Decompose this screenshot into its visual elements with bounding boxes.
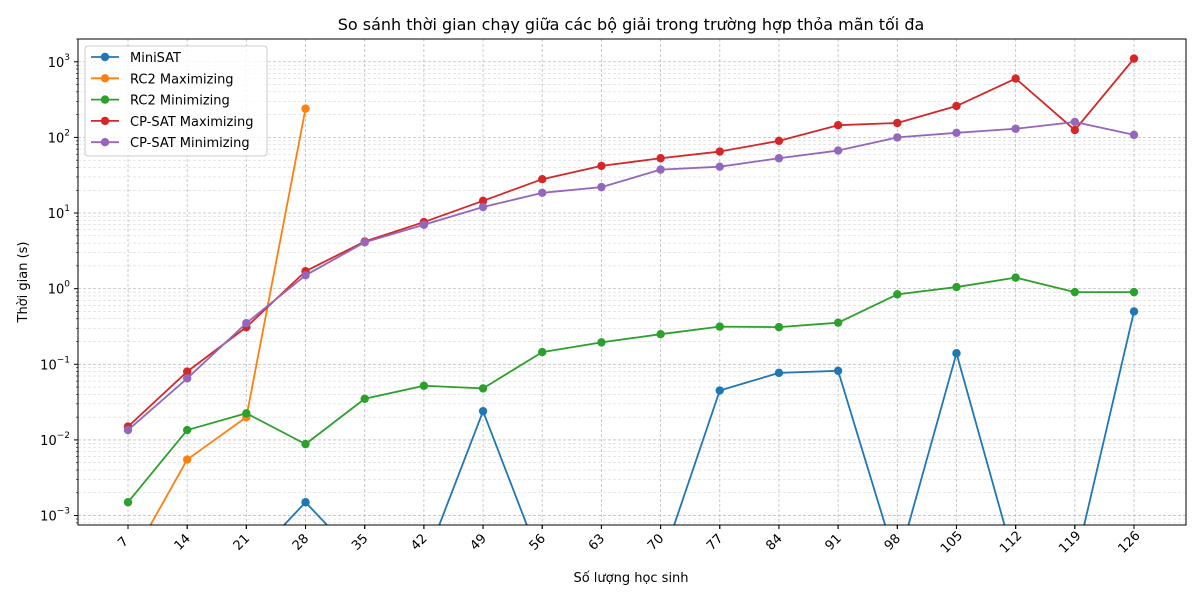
data-point [774, 136, 784, 146]
data-point [952, 101, 961, 111]
data-point [656, 165, 665, 174]
data-point [538, 175, 547, 184]
data-point [419, 220, 429, 229]
legend-marker [100, 52, 110, 62]
data-point [833, 120, 843, 130]
y-axis-label: Thời gian (s) [16, 242, 31, 324]
data-point [1129, 54, 1139, 63]
data-point [1011, 74, 1020, 83]
data-point [1070, 117, 1080, 127]
series-line [127, 58, 1135, 428]
y-tick-label: 100 [48, 280, 71, 298]
data-point [478, 384, 488, 393]
data-point [952, 282, 961, 292]
series-line [127, 276, 1134, 503]
legend-marker [100, 116, 110, 126]
data-point [419, 381, 429, 390]
legend-item: RC2 Minimizing [91, 94, 230, 109]
data-point [182, 425, 192, 435]
data-point [301, 498, 310, 507]
data-point [952, 349, 961, 358]
data-point [833, 366, 843, 376]
y-tick-label: 103 [48, 53, 70, 71]
legend-label: MiniSAT [130, 51, 181, 66]
data-point [833, 318, 843, 327]
data-point [123, 425, 133, 435]
legend-label: CP-SAT Maximizing [130, 115, 253, 130]
data-point [715, 322, 724, 331]
data-point [538, 188, 547, 198]
legend-marker [100, 95, 110, 104]
data-point [1129, 307, 1139, 316]
data-point [774, 322, 784, 332]
data-point [1011, 124, 1020, 133]
data-point [774, 368, 784, 378]
series-line [127, 108, 307, 566]
data-point [597, 338, 606, 347]
data-point [1129, 130, 1139, 140]
series-rc2-minimizing [123, 273, 1139, 507]
legend-label: CP-SAT Minimizing [130, 136, 250, 151]
data-point [656, 329, 665, 339]
data-point [597, 182, 606, 192]
plot-frame [77, 38, 1187, 526]
x-axis-label: Số lượng học sinh [573, 571, 688, 586]
y-tick-label: 102 [48, 128, 70, 146]
data-point [715, 386, 724, 395]
legend: MiniSAT RC2 Maximizing RC2 Minimizing CP-SA… [84, 45, 268, 157]
data-point [833, 146, 843, 155]
legend-item: CP-SAT Maximizing [91, 115, 253, 130]
data-point [597, 161, 606, 171]
data-point [360, 394, 369, 403]
legend-label: RC2 Maximizing [130, 72, 234, 87]
data-point [715, 162, 724, 171]
data-point [242, 318, 251, 328]
data-point [301, 271, 310, 280]
chart-title: So sánh thời gian chạy giữa các bộ giải … [338, 15, 925, 34]
clip-mask [0, 525, 1200, 600]
data-point [952, 128, 961, 138]
series-line [127, 121, 1135, 431]
data-point [478, 196, 488, 206]
data-point [478, 202, 488, 212]
y-tick-label: 10−3 [40, 507, 70, 525]
data-point [301, 439, 310, 449]
data-point [301, 104, 310, 113]
legend-marker [100, 138, 110, 147]
data-point [1070, 125, 1080, 135]
data-point [1011, 273, 1020, 282]
data-point [893, 133, 902, 142]
data-point [774, 154, 784, 163]
y-tick-label: 10−1 [40, 355, 70, 373]
data-point [1129, 287, 1139, 297]
legend-marker [100, 74, 110, 83]
legend-label: RC2 Minimizing [130, 94, 230, 109]
series-cp-sat-minimizing [123, 117, 1139, 435]
legend-item: RC2 Maximizing [91, 72, 234, 87]
data-point [123, 498, 133, 507]
y-tick-label: 10−2 [40, 431, 70, 449]
data-point [360, 238, 369, 247]
data-point [182, 455, 192, 464]
data-point [242, 409, 251, 418]
data-point [893, 290, 902, 299]
data-point [715, 147, 724, 156]
legend-item: MiniSAT [91, 51, 181, 66]
legend-box [84, 45, 268, 157]
data-point [478, 406, 488, 416]
data-point [893, 118, 902, 128]
legend-item: CP-SAT Minimizing [91, 136, 250, 151]
data-point [1070, 287, 1080, 297]
data-point [656, 154, 665, 163]
data-point [182, 367, 192, 376]
data-point [538, 347, 547, 357]
data-point [182, 374, 192, 383]
y-tick-label: 101 [48, 204, 70, 222]
